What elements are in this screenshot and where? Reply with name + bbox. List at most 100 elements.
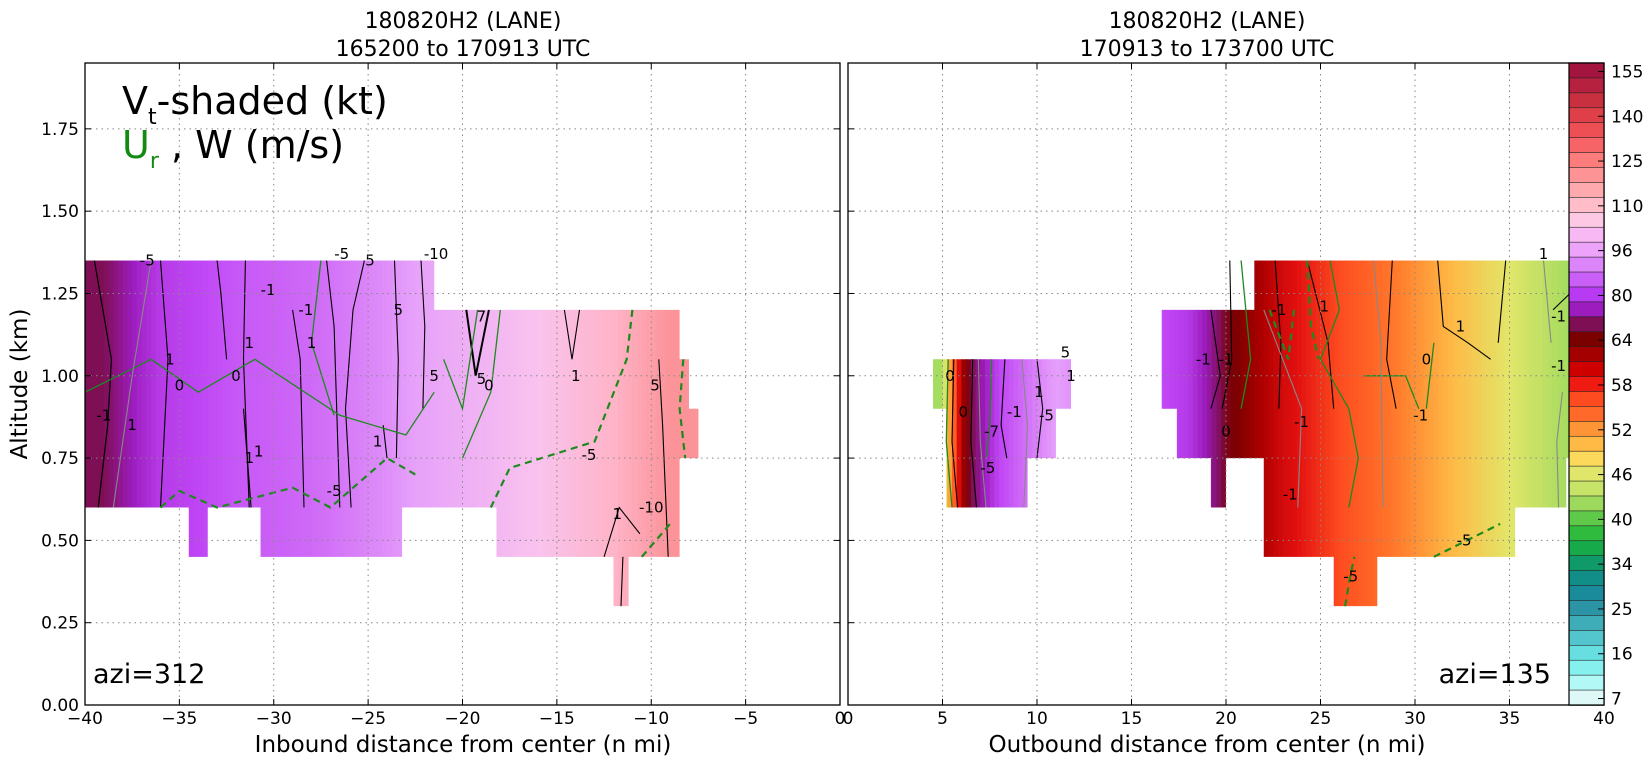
left-vt-shading: [85, 260, 799, 607]
left-panel: 180820H2 (LANE) 165200 to 170913 UTC -1 1…: [7, 9, 845, 758]
vt-shade-cell: [1485, 260, 1492, 607]
contour-label: 1: [1539, 245, 1549, 263]
radial-wind-contour: [310, 260, 335, 416]
colorbar-swatch: [1568, 406, 1605, 423]
colorbar-swatch: [1568, 376, 1605, 393]
contour-label: -5: [581, 446, 596, 464]
vt-shade-cell: [1183, 260, 1189, 607]
vt-shade-cell: [462, 260, 469, 607]
vt-shade-cell: [556, 260, 563, 607]
vertical-velocity-contour: [620, 556, 624, 607]
contour-label: -1: [1219, 350, 1234, 368]
vt-shade-cell: [942, 260, 949, 607]
colorbar-swatch: [1568, 301, 1605, 318]
vt-shade-cell: [1348, 260, 1355, 607]
vt-shade-cell: [924, 261, 930, 607]
vertical-velocity-contour: [1000, 359, 1008, 459]
colorbar-swatch: [1568, 525, 1605, 542]
x-tick-label: −5: [733, 709, 758, 729]
colorbar-swatch: [1568, 465, 1605, 482]
vt-shade-cell: [1027, 260, 1034, 607]
vt-shade-cell: [504, 260, 511, 607]
contour-label: -10: [639, 498, 664, 516]
vt-shade-cell: [1504, 260, 1511, 607]
vt-shade-cell: [1452, 260, 1459, 607]
vt-shade-cell: [1518, 260, 1525, 607]
y-tick-label: 0.75: [41, 449, 79, 469]
right-azimuth-label: azi=135: [1439, 659, 1551, 690]
contour-label: 0: [1422, 350, 1432, 368]
colorbar-swatch: [1568, 316, 1605, 333]
vt-shade-cell: [575, 260, 582, 607]
radial-wind-contour: [985, 359, 993, 459]
contour-label: 1: [373, 433, 383, 451]
vt-shade-cell: [1088, 260, 1095, 607]
x-tick-label: 10: [1026, 709, 1048, 729]
vt-shade-cell: [966, 260, 972, 607]
vt-shade-cell: [793, 261, 799, 607]
vt-shade-cell: [198, 260, 204, 607]
vt-shade-cell: [542, 260, 549, 607]
vt-shade-cell: [848, 261, 854, 607]
vt-shade-cell: [989, 260, 996, 607]
vt-shade-cell: [226, 260, 233, 607]
y-tick-label: 1.50: [41, 202, 79, 222]
vt-shade-cell: [1528, 260, 1534, 607]
vt-shade-cell: [1433, 260, 1440, 607]
colorbar-swatch: [1568, 212, 1605, 228]
vt-shade-cell: [330, 260, 336, 607]
vt-shade-cell: [1159, 260, 1166, 607]
vt-shade-cell: [240, 260, 247, 607]
vt-shade-cell: [750, 261, 756, 607]
vt-shade-cell: [250, 260, 256, 607]
contour-label: -1: [1551, 308, 1566, 326]
vt-shade-cell: [302, 260, 308, 607]
vt-shade-cell: [1556, 260, 1563, 607]
vt-shade-cell: [457, 260, 464, 607]
vt-shade-cell: [339, 260, 346, 607]
vt-shade-cell: [273, 260, 280, 607]
vt-shade-cell: [269, 260, 275, 607]
contour-label: -1: [261, 281, 276, 299]
vt-shade-cell: [1244, 260, 1251, 607]
radial-wind-dashed-contour: [1433, 522, 1501, 558]
vt-shade-cell: [975, 260, 982, 607]
radial-wind-contour: [112, 260, 152, 508]
vt-shade-cell: [320, 260, 327, 607]
colorbar-swatch: [1568, 122, 1605, 139]
vertical-velocity-contour: [326, 260, 341, 508]
vt-shade-cell: [632, 260, 638, 607]
vt-shade-cell: [429, 260, 435, 607]
vertical-velocity-contour: [1036, 359, 1044, 459]
x-tick-label: −30: [256, 709, 292, 729]
legend-ur-line: Ur , W (m/s): [122, 123, 344, 174]
vt-shade-cell: [245, 260, 251, 607]
vt-shade-cell: [349, 260, 355, 607]
vt-shade-cell: [1112, 260, 1119, 607]
vt-shade-cell: [184, 260, 190, 607]
vt-shade-cell: [467, 260, 473, 607]
contour-label: 1: [1034, 383, 1044, 401]
vt-shade-cell: [231, 260, 237, 607]
vt-shade-cell: [1292, 260, 1298, 607]
contour-label: 1: [1456, 317, 1466, 335]
vt-shade-cell: [547, 260, 553, 607]
left-x-axis-label: Inbound distance from center (n mi): [255, 732, 672, 758]
vt-shade-cell: [448, 260, 454, 607]
vt-shade-cell: [316, 260, 322, 607]
colorbar-swatch: [1568, 435, 1605, 452]
vt-shade-cell: [722, 261, 728, 607]
colorbar-swatch: [1568, 391, 1605, 408]
vt-shade-cell: [94, 260, 100, 607]
radial-wind-contour: [1319, 260, 1359, 508]
vt-shade-cell: [585, 260, 591, 607]
contour-label: -7: [984, 423, 999, 441]
vt-shade-cell: [1466, 260, 1473, 607]
vt-shade-cell: [1448, 260, 1454, 607]
vt-shade-cell: [670, 260, 676, 607]
vt-shade-cell: [132, 260, 138, 607]
colorbar-frame: [1568, 62, 1605, 706]
vt-shade-cell: [895, 261, 901, 607]
colorbar-swatch: [1568, 630, 1605, 646]
colorbar-swatch: [1568, 197, 1605, 213]
